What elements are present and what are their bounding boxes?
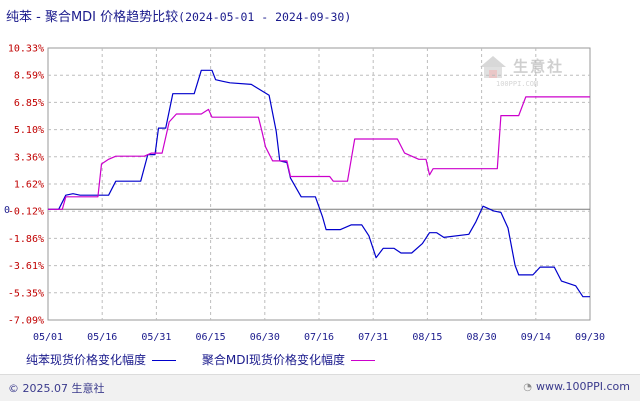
y-tick-label: -3.61%	[8, 261, 44, 272]
y-tick-label: 1.62%	[14, 180, 44, 191]
y-tick-label: 5.10%	[14, 125, 44, 136]
copyright-text: © 2025.07 生意社	[8, 382, 105, 395]
legend: 纯苯现货价格变化幅度 聚合MDI现货价格变化幅度	[26, 351, 397, 368]
legend-swatch-mdi	[350, 360, 375, 361]
x-tick-label: 09/14	[521, 332, 551, 343]
watermark-text: 生意社	[513, 57, 565, 76]
x-tick-label: 05/01	[33, 332, 63, 343]
x-tick-label: 08/30	[467, 332, 497, 343]
chart-title-range: (2024-05-01 - 2024-09-30)	[178, 10, 352, 24]
watermark-url: 100PPI.COM	[496, 80, 539, 88]
watermark: 生意社 100PPI.COM	[478, 54, 564, 88]
house-logo-icon	[480, 56, 506, 78]
legend-item-benzene: 纯苯现货价格变化幅度	[26, 351, 177, 368]
y-tick-label: 6.85%	[14, 98, 44, 109]
x-tick-label: 07/16	[304, 332, 334, 343]
y-zero-label: 0	[4, 205, 10, 216]
legend-label-mdi: 聚合MDI现货价格变化幅度	[201, 353, 345, 367]
legend-swatch-benzene	[152, 360, 177, 361]
x-tick-label: 09/30	[575, 332, 605, 343]
series-line-mdi	[48, 96, 590, 210]
legend-item-mdi: 聚合MDI现货价格变化幅度	[202, 351, 375, 368]
legend-label-benzene: 纯苯现货价格变化幅度	[26, 353, 147, 367]
x-tick-label: 06/30	[250, 332, 280, 343]
chart-title: 纯苯 - 聚合MDI 价格趋势比较(2024-05-01 - 2024-09-3…	[6, 6, 351, 25]
y-tick-label: -7.09%	[8, 316, 44, 327]
series-line-benzene	[48, 69, 590, 298]
chart-title-main: 纯苯 - 聚合MDI 价格趋势比较	[6, 10, 179, 25]
globe-icon: ◔	[523, 382, 533, 393]
x-tick-label: 06/15	[196, 332, 226, 343]
y-tick-label: 3.36%	[14, 152, 44, 163]
grid	[47, 47, 591, 321]
axes: 10.33% 8.59% 6.85% 5.10% 3.36% 1.62% -0.12% -1.…	[4, 44, 605, 344]
footer: © 2025.07 生意社 ◔ www.100PPI.com	[0, 374, 640, 401]
series-layer	[48, 69, 590, 298]
site-link[interactable]: ◔ www.100PPI.com	[523, 380, 630, 393]
y-tick-label: 10.33%	[8, 44, 44, 55]
y-tick-label: -5.35%	[8, 288, 44, 299]
x-tick-label: 05/16	[87, 332, 117, 343]
y-tick-label: -0.12%	[8, 207, 44, 218]
x-tick-label: 08/15	[412, 332, 442, 343]
x-tick-label: 05/31	[141, 332, 171, 343]
y-tick-label: -1.86%	[8, 234, 44, 245]
x-tick-label: 07/31	[358, 332, 388, 343]
line-chart: 10.33% 8.59% 6.85% 5.10% 3.36% 1.62% -0.12% -1.…	[4, 44, 605, 344]
site-url: www.100PPI.com	[536, 380, 630, 393]
y-tick-label: 8.59%	[14, 71, 44, 82]
